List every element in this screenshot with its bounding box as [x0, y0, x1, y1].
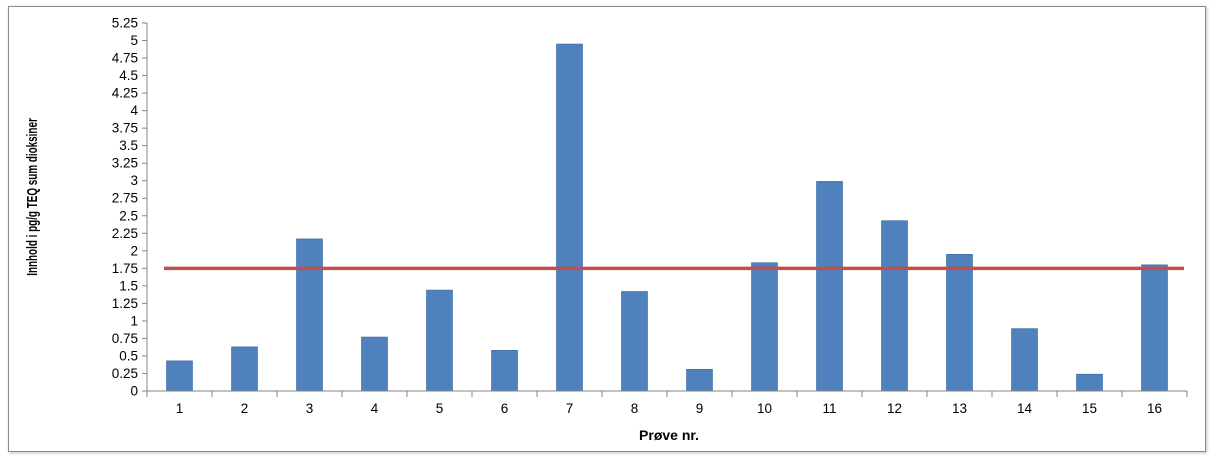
x-tick-label: 9	[696, 401, 704, 416]
y-tick-label: 4.75	[112, 51, 138, 66]
x-tick-label: 11	[822, 401, 836, 416]
bar-6	[491, 350, 518, 392]
y-tick-label: 3	[130, 173, 138, 188]
bar-8	[621, 291, 648, 392]
x-axis-ticks: 1 2 3 4 5 6 7 8 9 10 11 12 13 14 15 16	[146, 391, 1188, 416]
bar-12	[881, 220, 908, 392]
bar-11	[816, 181, 843, 392]
bar-16	[1141, 264, 1168, 392]
y-tick-label: 0.25	[112, 366, 138, 381]
y-tick-label: 1.25	[112, 296, 138, 311]
x-tick-label: 13	[952, 401, 967, 416]
y-tick-label: 4.25	[112, 86, 138, 101]
y-tick-label: 2.75	[112, 191, 138, 206]
y-tick-label: 3.25	[112, 156, 138, 171]
x-tick-label: 15	[1082, 401, 1097, 416]
bar-5	[426, 289, 453, 392]
x-tick-label: 8	[631, 401, 639, 416]
x-axis-title: Prøve nr.	[639, 427, 699, 443]
bar-7	[556, 43, 583, 392]
x-tick-label: 16	[1147, 401, 1162, 416]
y-axis-ticks: 0 0.25 0.5 0.75 1 1.25 1.5 1.75 2 2.25 2.5 2.75 3 3.2…	[112, 16, 147, 399]
bar-14	[1011, 328, 1038, 392]
x-tick-label: 10	[757, 401, 772, 416]
y-tick-label: 3.75	[112, 121, 138, 136]
bar-chart: 0 0.25 0.5 0.75 1 1.25 1.5 1.75 2 2.25 2.5 2.75 3 3.2…	[24, 16, 1188, 443]
y-tick-label: 2.5	[119, 208, 138, 223]
bar-4	[361, 336, 388, 392]
y-tick-label: 2.25	[112, 226, 138, 241]
x-tick-label: 4	[371, 401, 379, 416]
x-tick-label: 1	[176, 401, 184, 416]
y-tick-label: 2	[130, 243, 138, 258]
y-tick-label: 1	[130, 313, 138, 328]
bar-13	[946, 254, 973, 392]
y-tick-label: 1.5	[119, 278, 138, 293]
y-tick-label: 5.25	[112, 16, 138, 31]
y-tick-label: 4	[130, 103, 138, 118]
y-axis-title: Innhold i pg/g TEQ sum dioksiner	[24, 118, 41, 276]
y-tick-label: 0.75	[112, 331, 138, 346]
bar-10	[751, 262, 778, 392]
bar-9	[686, 368, 713, 392]
x-tick-label: 14	[1017, 401, 1033, 416]
y-tick-label: 0.5	[119, 348, 138, 363]
x-tick-label: 2	[241, 401, 249, 416]
x-tick-label: 5	[436, 401, 444, 416]
chart-frame: 0 0.25 0.5 0.75 1 1.25 1.5 1.75 2 2.25 2.5 2.75 3 3.2…	[8, 6, 1206, 452]
bar-15	[1076, 373, 1103, 392]
bar-3	[296, 238, 323, 392]
x-tick-label: 6	[501, 401, 509, 416]
x-tick-label: 12	[887, 401, 902, 416]
y-tick-label: 0	[130, 384, 138, 399]
y-tick-label: 4.5	[119, 68, 138, 83]
bar-series	[166, 43, 1168, 392]
x-tick-label: 7	[566, 401, 574, 416]
bar-2	[231, 346, 258, 392]
x-tick-label: 3	[306, 401, 314, 416]
y-tick-label: 5	[130, 33, 138, 48]
bar-1	[166, 360, 193, 392]
y-tick-label: 1.75	[112, 261, 138, 276]
y-tick-label: 3.5	[119, 138, 138, 153]
